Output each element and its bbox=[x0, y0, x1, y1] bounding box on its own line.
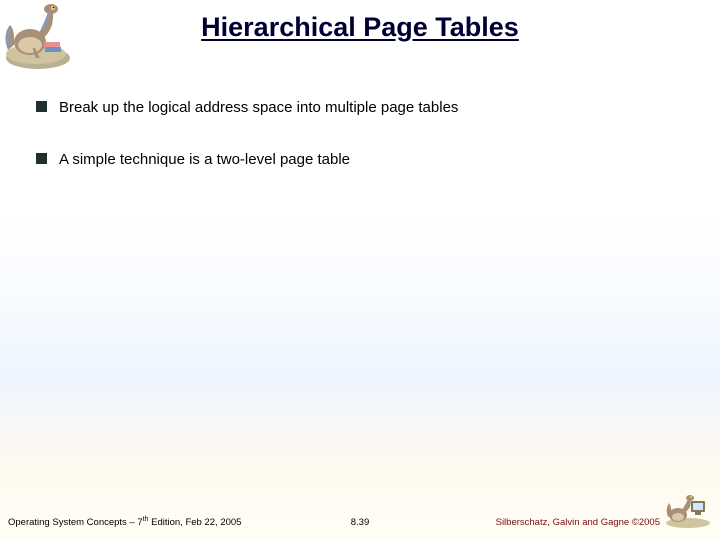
bullet-marker-icon bbox=[36, 101, 47, 112]
footer-copyright: Silberschatz, Galvin and Gagne ©2005 bbox=[496, 517, 660, 528]
dinosaur-logo-top bbox=[0, 0, 75, 70]
bullet-text: A simple technique is a two-level page t… bbox=[59, 150, 350, 170]
slide-title: Hierarchical Page Tables bbox=[0, 0, 720, 43]
footer-page-number: 8.39 bbox=[351, 517, 370, 528]
bullet-item: Break up the logical address space into … bbox=[36, 98, 684, 118]
footer: Operating System Concepts – 7th Edition,… bbox=[0, 508, 720, 528]
bullet-marker-icon bbox=[36, 153, 47, 164]
bullet-text: Break up the logical address space into … bbox=[59, 98, 458, 118]
bullet-item: A simple technique is a two-level page t… bbox=[36, 150, 684, 170]
footer-left: Operating System Concepts – 7th Edition,… bbox=[8, 516, 241, 528]
content-area: Break up the logical address space into … bbox=[36, 98, 684, 169]
footer-left-prefix: Operating System Concepts – 7 bbox=[8, 517, 143, 528]
footer-left-suffix: Edition, Feb 22, 2005 bbox=[149, 517, 242, 528]
